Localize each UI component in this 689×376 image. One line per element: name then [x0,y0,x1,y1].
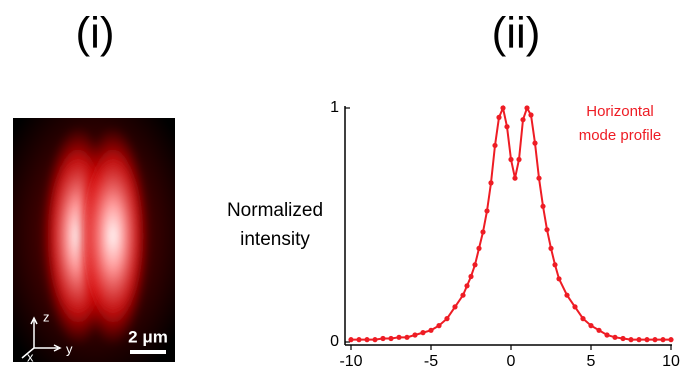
data-point [404,334,410,340]
data-point [512,175,518,181]
data-point [492,142,498,149]
mode-image [13,118,175,362]
data-point [580,316,586,322]
y-axis-label: Normalized [227,200,323,221]
data-point [652,337,658,343]
data-point [348,337,354,343]
data-point [552,262,558,268]
data-point [660,337,666,343]
data-point [572,304,578,310]
data-point [556,276,562,282]
data-point [520,117,526,123]
data-point [544,227,550,233]
x-tick-label: 5 [587,353,596,370]
data-point [500,105,506,111]
data-point [540,203,546,209]
data-point [604,332,610,338]
data-point [412,332,418,338]
data-point [380,335,386,342]
data-point [508,156,514,163]
data-point [444,316,450,322]
x-tick-label: -5 [424,353,438,370]
data-point [524,105,530,111]
data-point [452,304,458,310]
data-point [484,208,490,214]
annotation: Horizontal [586,103,654,120]
data-point [620,335,626,342]
axis-label: y [66,341,73,356]
data-point [528,112,534,118]
axis-label: z [43,309,50,324]
data-point [468,273,474,280]
data-point [504,124,510,130]
scale-bar [130,350,166,354]
data-point [516,156,522,163]
x-tick-label: 0 [507,353,516,370]
data-point [488,180,494,186]
data-point [356,337,362,343]
data-point [636,337,642,343]
data-point [396,334,402,340]
data-point [476,245,482,251]
data-point [532,140,538,146]
axis-label: x [27,349,34,364]
panel-label: (i) [75,9,114,58]
data-point [420,330,426,336]
data-point [372,337,378,343]
data-point [460,292,466,298]
data-point [464,283,470,289]
axes-glyph [21,316,62,359]
panel-label: (ii) [492,9,541,58]
x-tick-label: -10 [339,353,362,370]
annotation: mode profile [579,127,662,144]
data-point [428,327,434,333]
data-point [536,175,542,181]
scale-bar-label: 2 μm [128,327,168,346]
data-point [472,262,478,268]
data-point [628,337,634,343]
data-point [548,245,554,251]
data-point [480,229,486,235]
data-point [388,335,394,342]
data-point [588,323,594,329]
data-point [564,292,570,298]
data-point [596,327,602,333]
data-point [436,323,442,329]
data-point [668,337,674,343]
data-point [644,337,650,343]
x-tick-label: 10 [662,353,680,370]
y-tick-label: 1 [330,99,339,116]
y-tick-label: 0 [330,333,339,350]
data-point [612,334,618,340]
data-point [364,337,370,343]
y-axis-label: intensity [240,229,310,250]
data-point [496,114,502,120]
